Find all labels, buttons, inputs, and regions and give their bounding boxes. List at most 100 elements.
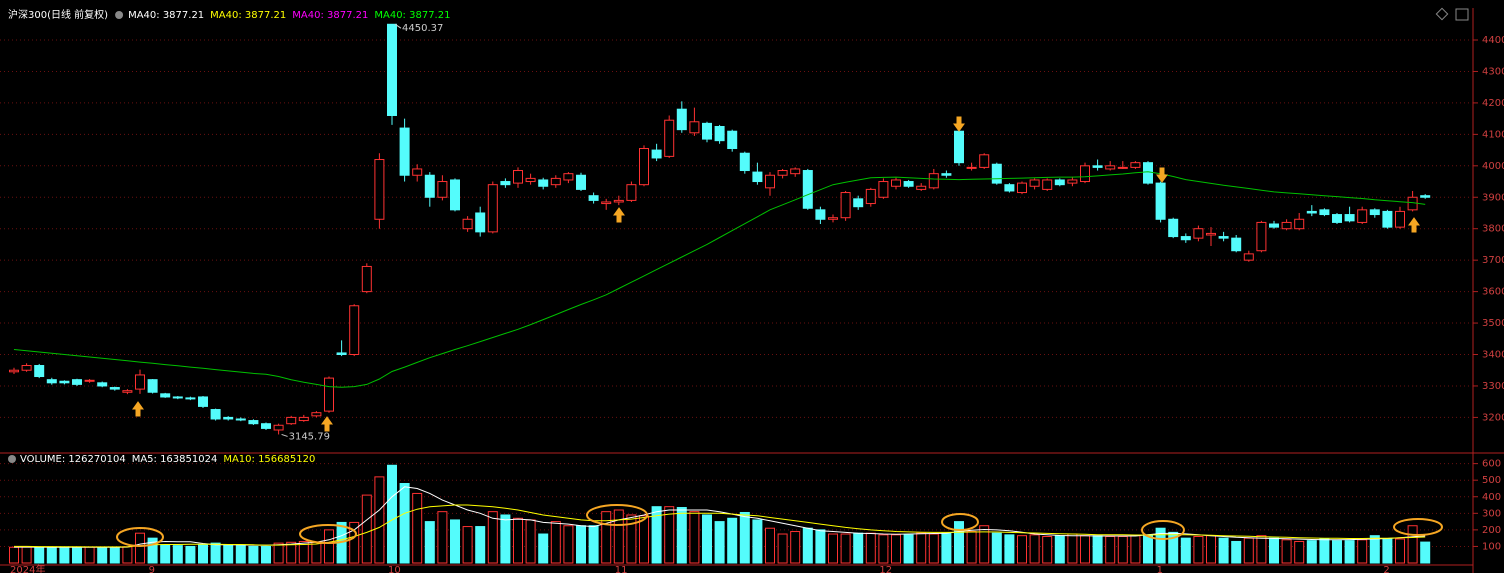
volume-bar [1231,540,1242,564]
candle [840,190,851,221]
candle [172,396,183,400]
volume-bar [1420,541,1431,564]
volume-bar [349,521,360,564]
candle-body [878,181,889,198]
volume-bar [878,534,889,564]
volume-bar [160,544,171,564]
candle-body [664,119,675,157]
volume-bar [84,546,95,564]
volume-bar [916,532,927,564]
volume-bar [1143,534,1153,564]
candle [1344,206,1355,223]
candle [1180,233,1191,243]
candle-body [550,177,561,186]
volume-bar [1180,537,1191,564]
candle [336,340,347,357]
volume-bar [1395,538,1405,564]
candle [1306,205,1317,217]
candle-body [626,184,637,201]
candle-body [954,130,964,164]
volume-bar [563,525,574,564]
x-tick-label: 1 [1157,565,1163,573]
candle-body [311,412,322,417]
volume-bar [928,533,939,564]
volume-bar [1369,535,1380,564]
candle [1231,235,1242,253]
volume-bar [210,542,221,564]
candle-body [576,174,586,190]
volume-bar [689,511,700,564]
volume-bar [324,529,334,564]
candle-body [172,396,183,399]
candle [664,115,675,158]
icon [8,455,16,463]
volume-bar [97,546,108,564]
candle [1029,178,1040,190]
icon[interactable] [1455,8,1469,21]
candle-body [1382,210,1393,228]
volume-bar [979,525,990,564]
candle [702,121,712,143]
volume-bar [1117,536,1128,564]
candle-body [462,218,473,230]
candle [9,367,19,375]
volume-bar [601,511,612,564]
candle-body [765,174,775,189]
candle-body [1180,236,1191,241]
volume-bar [865,532,876,564]
candle-body [1344,214,1355,222]
candle-body [185,397,196,400]
icon[interactable] [1435,7,1449,21]
candle-body [651,149,662,159]
candle-body [1243,253,1254,261]
volume-bar [135,532,145,564]
candle-body [1206,232,1216,236]
candle [437,175,448,201]
candle-body [1256,221,1267,252]
candle [412,164,423,182]
candle [185,396,196,401]
chart-title: 沪深300(日线 前复权) [8,8,108,21]
volume-bar [374,476,385,564]
candle-body [1054,179,1065,186]
candle [878,178,889,199]
candle [1054,178,1065,187]
y-tick-label: 3700 [1482,255,1504,266]
volume-bar [1218,537,1229,564]
y-tick-label: 4200 [1482,98,1504,109]
volume-bar [664,506,675,564]
candle [941,170,952,178]
candle [109,386,120,391]
candle-body [298,416,309,422]
volume-bar [1344,540,1355,564]
candle [1105,161,1116,171]
y-tick-label: 600 [1482,459,1501,470]
candle [714,124,725,144]
candle-body [538,179,549,187]
candle-body [46,379,57,384]
candle [651,143,662,162]
candle [689,107,700,136]
candle [21,363,32,372]
candle-body [72,379,82,385]
volume-bar [765,527,775,564]
volume-bar [1130,535,1141,564]
candle [1357,206,1368,224]
candle [235,417,246,422]
candle [487,181,498,234]
candle-body [639,148,649,186]
candle-body [160,393,171,398]
volume-bar [46,546,57,564]
candle [1206,227,1216,247]
candle [979,153,990,169]
candle [261,422,271,430]
volume-bar [450,519,460,564]
volume-bar [613,509,624,564]
volume-bar [1155,527,1166,564]
y-tick-label: 3200 [1482,412,1504,423]
x-tick-label: 11 [615,565,628,573]
volume-bar [1319,538,1330,564]
volume-bar [172,545,183,564]
volume-bar [59,546,70,564]
